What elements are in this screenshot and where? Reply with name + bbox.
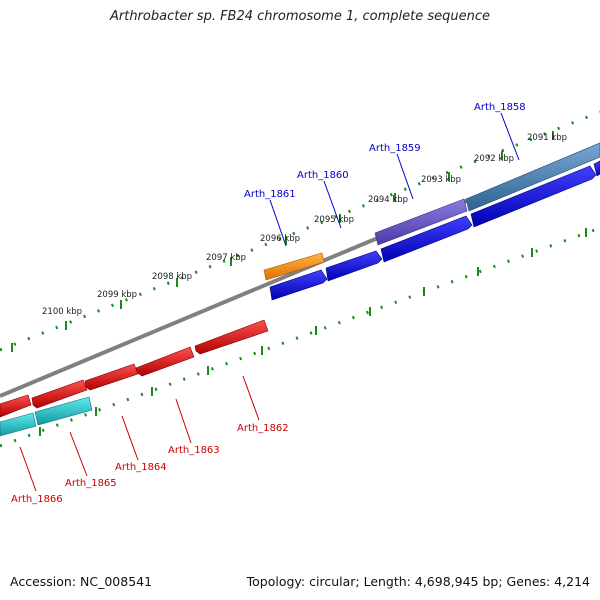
map-title: Arthrobacter sp. FB24 chromosome 1, comp…	[109, 9, 491, 24]
leader-line	[269, 199, 287, 247]
forward-gene-labels: Arth_1858 Arth_1859 Arth_1860 Arth_1861	[244, 102, 526, 247]
gene-label-arth-1860[interactable]: Arth_1860	[297, 170, 349, 181]
red-cds-arrow[interactable]	[135, 346, 195, 377]
leader-line	[500, 112, 520, 161]
feature-track	[263, 142, 600, 281]
accession-text: Accession: NC_008541	[10, 574, 153, 589]
kbp-label: 2098 kbp	[152, 272, 192, 282]
leader-line	[396, 153, 414, 200]
reverse-cds-track	[0, 319, 269, 418]
kbp-label: 2096 kbp	[260, 234, 300, 244]
gene-label-arth-1865[interactable]: Arth_1865	[65, 478, 117, 489]
red-cds-arrow[interactable]	[194, 319, 269, 355]
forward-cds-track	[269, 160, 600, 301]
steelblue-feature[interactable]	[465, 142, 600, 212]
genome-summary-text: Topology: circular; Length: 4,698,945 bp…	[246, 574, 590, 589]
inner-major-ticks	[39, 228, 587, 436]
blue-cds-arrow[interactable]	[470, 165, 597, 228]
kbp-label: 2093 kbp	[421, 175, 461, 185]
cyan-feature[interactable]	[0, 412, 37, 437]
kbp-label: 2094 kbp	[368, 195, 408, 205]
gene-label-arth-1866[interactable]: Arth_1866	[11, 494, 63, 505]
red-cds-arrow[interactable]	[31, 379, 88, 409]
leader-line	[19, 446, 37, 492]
red-cds-arrow[interactable]	[0, 394, 32, 418]
kbp-label: 2091 kbp	[527, 133, 567, 143]
gene-label-arth-1861[interactable]: Arth_1861	[244, 189, 296, 200]
cyan-feature[interactable]	[34, 396, 93, 426]
outer-major-ticks	[11, 131, 554, 352]
gene-label-arth-1859[interactable]: Arth_1859	[369, 143, 421, 154]
gene-label-arth-1862[interactable]: Arth_1862	[237, 423, 289, 434]
leader-line	[242, 375, 260, 421]
cyan-feature-track	[0, 396, 93, 437]
gene-label-arth-1864[interactable]: Arth_1864	[115, 462, 167, 473]
leader-line	[175, 398, 192, 444]
kbp-label: 2095 kbp	[314, 215, 354, 225]
leader-line	[69, 431, 88, 477]
orange-feature[interactable]	[263, 252, 325, 281]
gene-label-arth-1858[interactable]: Arth_1858	[474, 102, 526, 113]
outer-tick-ruler	[0, 110, 600, 352]
blue-cds-arrow[interactable]	[325, 250, 383, 282]
kbp-label: 2097 kbp	[206, 253, 246, 263]
blue-cds-arrow[interactable]	[593, 160, 600, 177]
inner-tick-ruler	[0, 226, 600, 448]
leader-line	[121, 415, 139, 461]
blue-cds-arrow[interactable]	[269, 269, 328, 301]
purple-feature[interactable]	[374, 198, 468, 246]
gene-label-arth-1863[interactable]: Arth_1863	[168, 445, 220, 456]
reverse-gene-labels: Arth_1862 Arth_1863 Arth_1864 Arth_1865 …	[11, 375, 289, 505]
kbp-label: 2099 kbp	[97, 290, 137, 300]
leader-line	[323, 180, 342, 229]
kbp-labels: 2100 kbp 2099 kbp 2098 kbp 2097 kbp 2096…	[42, 133, 567, 317]
blue-cds-arrow[interactable]	[380, 215, 473, 263]
red-cds-arrow[interactable]	[84, 363, 139, 391]
kbp-label: 2100 kbp	[42, 307, 82, 317]
kbp-label: 2092 kbp	[474, 154, 514, 164]
